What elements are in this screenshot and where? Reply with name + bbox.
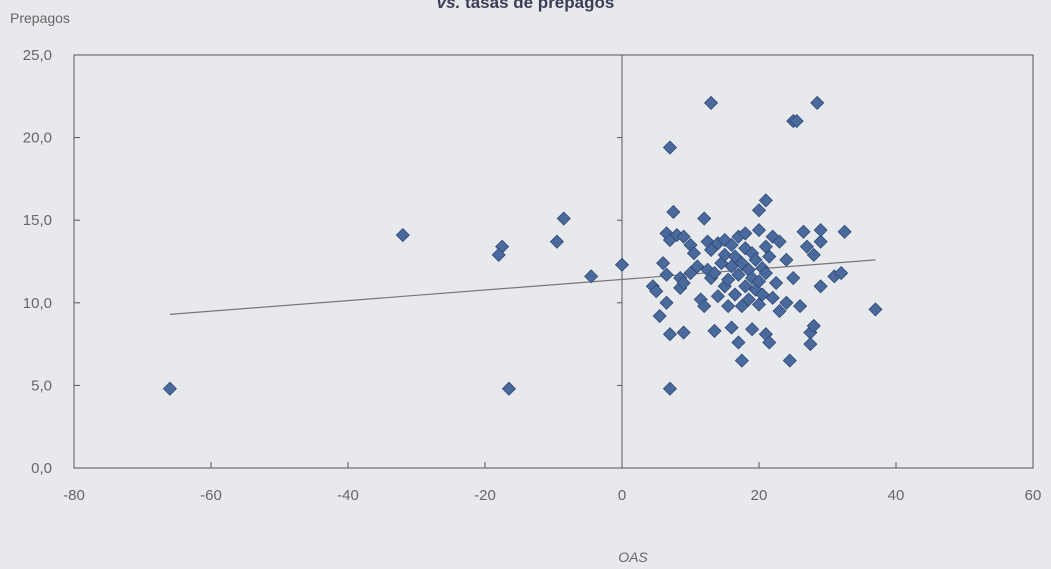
data-point (813, 234, 828, 249)
data-point (707, 265, 722, 281)
data-point (758, 193, 773, 208)
y-tick-label: 25,0 (23, 47, 52, 64)
data-point (868, 302, 883, 317)
x-tick-label: -40 (337, 487, 359, 504)
data-point (721, 272, 736, 287)
data-point (676, 325, 691, 340)
data-point (799, 239, 815, 254)
data-point (806, 247, 821, 262)
y-tick-label: 5,0 (31, 377, 52, 394)
data-point (745, 322, 760, 337)
data-point (724, 320, 739, 335)
data-point (717, 247, 732, 262)
plot-area (73, 54, 1034, 469)
data-point (703, 95, 719, 110)
data-point (796, 224, 811, 239)
x-tick-label: -20 (474, 487, 496, 504)
data-point (738, 279, 753, 294)
data-point (662, 381, 678, 396)
data-point (813, 223, 828, 238)
data-point (751, 274, 767, 289)
data-point (659, 267, 674, 282)
chart-title-text: tasas de prepagos (465, 0, 615, 12)
data-point (656, 256, 671, 271)
data-point (662, 140, 678, 155)
points-group (162, 95, 883, 396)
data-point (772, 303, 787, 319)
x-tick-label: 20 (751, 487, 768, 504)
trendline-group (169, 259, 876, 315)
data-point (758, 265, 773, 281)
data-point (810, 95, 825, 110)
y-tick-label: 10,0 (23, 295, 52, 312)
x-tick-label: 40 (888, 487, 905, 504)
data-point (676, 275, 691, 291)
x-tick-label: 0 (618, 487, 626, 504)
data-point (710, 289, 725, 304)
data-point (707, 323, 722, 338)
data-point (751, 203, 767, 218)
y-axis-title: Prepagos (10, 10, 70, 26)
data-point (659, 295, 674, 310)
y-tick-label: 20,0 (23, 130, 52, 147)
data-point (697, 299, 712, 314)
x-axis-title: OAS (618, 549, 648, 565)
data-point (762, 249, 777, 264)
data-point (834, 265, 849, 281)
data-point (662, 327, 678, 342)
data-point (765, 290, 780, 305)
trendline (169, 259, 876, 315)
data-point (813, 279, 828, 294)
data-point (549, 234, 564, 249)
data-point (501, 381, 517, 396)
data-point (762, 335, 777, 350)
data-point (786, 270, 801, 286)
data-point (727, 287, 743, 302)
y-tick-label: 0,0 (31, 460, 52, 477)
data-point (779, 252, 794, 267)
data-point (649, 284, 664, 299)
chart-title: vs. tasas de prepagos (0, 0, 1051, 13)
data-point (837, 224, 852, 239)
data-point (697, 211, 712, 226)
axes: -80 -60 -40 -20 0 20 40 60 0,0 5,0 10,0 15,0 20,0 25,… (23, 47, 1042, 504)
data-point (748, 252, 763, 267)
data-point (793, 299, 808, 314)
data-point (772, 234, 787, 249)
data-point (491, 247, 506, 262)
data-point (741, 292, 756, 307)
data-point (738, 226, 753, 241)
data-point (690, 259, 705, 274)
data-point (751, 223, 767, 238)
chart-title-prefix: vs. (436, 0, 461, 12)
data-point (666, 204, 681, 220)
data-point (676, 229, 691, 244)
data-point (806, 318, 821, 333)
data-point (652, 308, 667, 324)
data-point (803, 337, 818, 352)
data-point (556, 211, 571, 226)
x-tick-label: -60 (200, 487, 222, 504)
data-point (789, 114, 804, 129)
data-point (395, 228, 410, 243)
data-point (724, 237, 739, 253)
data-point (614, 257, 630, 272)
data-point (584, 269, 599, 284)
data-point (769, 275, 784, 291)
data-point (755, 287, 770, 302)
y-tick-label: 15,0 (23, 212, 52, 229)
data-point (162, 381, 177, 396)
data-point (721, 299, 736, 314)
data-point (779, 295, 794, 310)
x-tick-label: -80 (63, 487, 85, 504)
data-point (782, 353, 797, 368)
data-point (686, 246, 701, 261)
data-point (731, 267, 746, 282)
x-tick-label: 60 (1025, 487, 1042, 504)
data-point (731, 335, 746, 350)
data-point (734, 353, 749, 368)
